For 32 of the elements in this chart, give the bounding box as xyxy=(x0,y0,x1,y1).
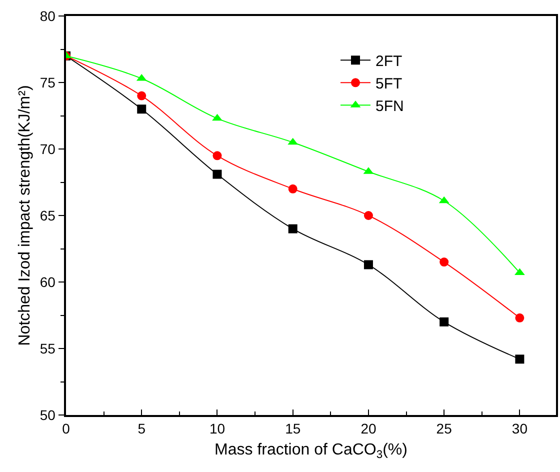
x-tick-label: 30 xyxy=(512,420,528,437)
point xyxy=(364,211,373,220)
x-tick-label: 10 xyxy=(209,420,226,437)
y-tick-label: 55 xyxy=(40,340,56,356)
y-tick-label: 75 xyxy=(40,74,56,90)
point xyxy=(288,184,298,194)
y-axis-title: Notched Izod impact strength(KJ/m²) xyxy=(16,85,34,346)
legend-label: 5FT xyxy=(376,76,402,93)
x-tick-label: 25 xyxy=(436,420,452,437)
x-axis-title: Mass fraction of CaCO$_{3}$(%) xyxy=(214,442,408,462)
point xyxy=(288,224,298,234)
point xyxy=(212,170,222,179)
point xyxy=(212,151,222,160)
point xyxy=(440,258,449,267)
point xyxy=(364,260,373,270)
point xyxy=(515,354,524,364)
legend-label: 2FT xyxy=(376,53,402,70)
point xyxy=(137,91,146,100)
y-tick-label: 60 xyxy=(40,274,56,290)
legend-label: 5FN xyxy=(376,98,404,116)
point xyxy=(212,114,222,121)
y-tick-label: 65 xyxy=(40,207,56,224)
point xyxy=(440,317,449,326)
y-tick-label: 80 xyxy=(40,8,56,24)
x-tick-label: 15 xyxy=(285,420,301,437)
y-tick-label: 50 xyxy=(40,406,56,423)
y-tick-label: 70 xyxy=(40,140,56,157)
x-tick-label: 20 xyxy=(360,420,376,437)
point xyxy=(137,104,146,114)
x-tick-label: 5 xyxy=(138,420,146,437)
x-tick-label: 0 xyxy=(62,420,70,437)
point xyxy=(515,313,524,322)
